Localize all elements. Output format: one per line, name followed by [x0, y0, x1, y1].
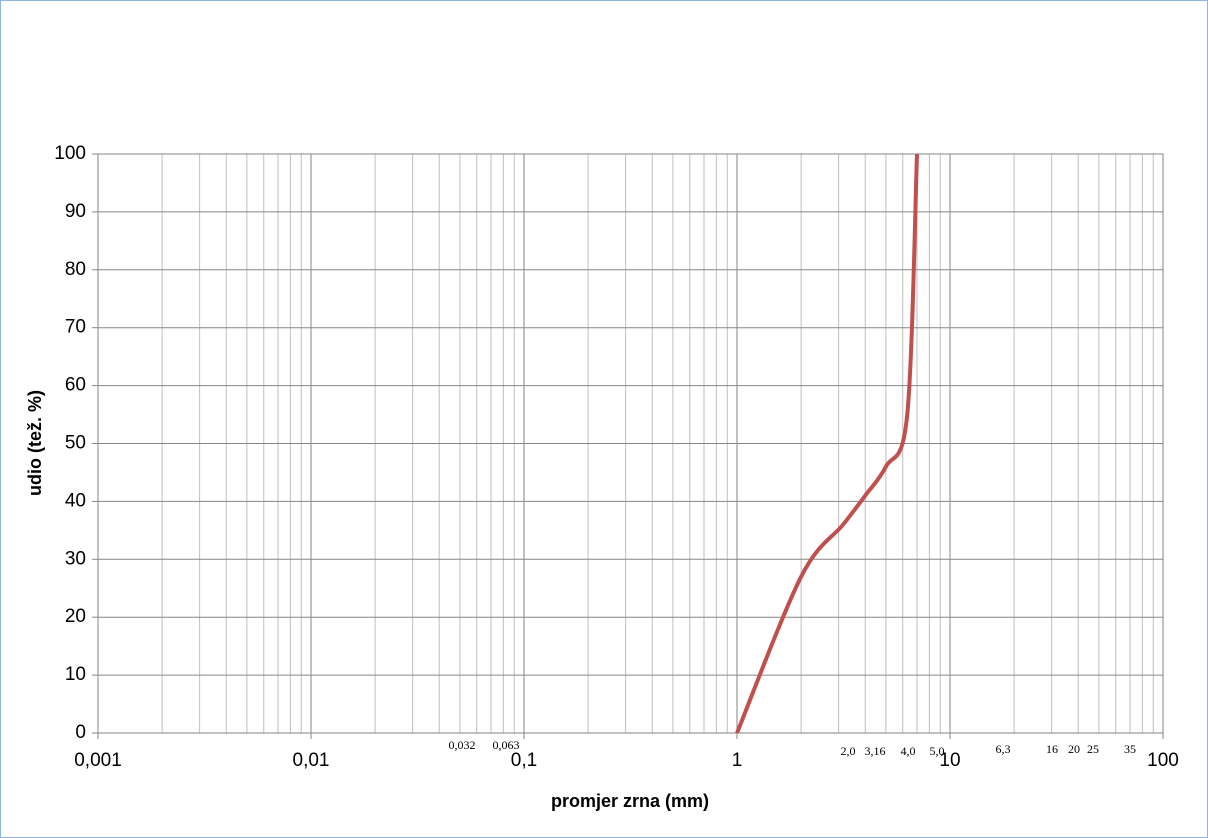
y-axis-title: udio (tež. %): [25, 390, 45, 496]
y-tick-label: 70: [65, 317, 86, 338]
y-tick-label: 40: [65, 490, 86, 511]
annotation: 3,16: [865, 744, 886, 758]
y-tick-label: 60: [65, 375, 86, 396]
y-tick-label: 10: [65, 664, 86, 685]
x-tick-label: 0,1: [511, 750, 537, 771]
y-tick-label: 50: [65, 433, 86, 454]
annotation: 0,032: [449, 738, 476, 752]
x-tick-label: 100: [1147, 750, 1179, 771]
y-tick-label: 100: [54, 143, 86, 164]
annotation: 16: [1046, 742, 1058, 756]
annotation: 4,0: [901, 744, 916, 758]
annotation: 6,3: [996, 742, 1011, 756]
annotation: 35: [1124, 742, 1136, 756]
x-tick-label: 1: [732, 750, 743, 771]
x-tick-label: 10: [939, 750, 960, 771]
x-tick-label: 0,001: [74, 750, 122, 771]
x-axis-title: promjer zrna (mm): [551, 791, 709, 811]
y-tick-label: 20: [65, 606, 86, 627]
annotation: 2,0: [841, 744, 856, 758]
y-tick-label: 90: [65, 201, 86, 222]
annotation: 20: [1068, 742, 1080, 756]
annotation: 25: [1087, 742, 1099, 756]
annotation: 5,0: [930, 744, 945, 758]
y-tick-label: 80: [65, 259, 86, 280]
y-tick-label: 0: [75, 722, 86, 743]
annotation: 0,063: [493, 738, 520, 752]
y-tick-label: 30: [65, 548, 86, 569]
x-tick-label: 0,01: [293, 750, 330, 771]
plot-border: [97, 153, 1164, 734]
data-line: [735, 153, 920, 734]
